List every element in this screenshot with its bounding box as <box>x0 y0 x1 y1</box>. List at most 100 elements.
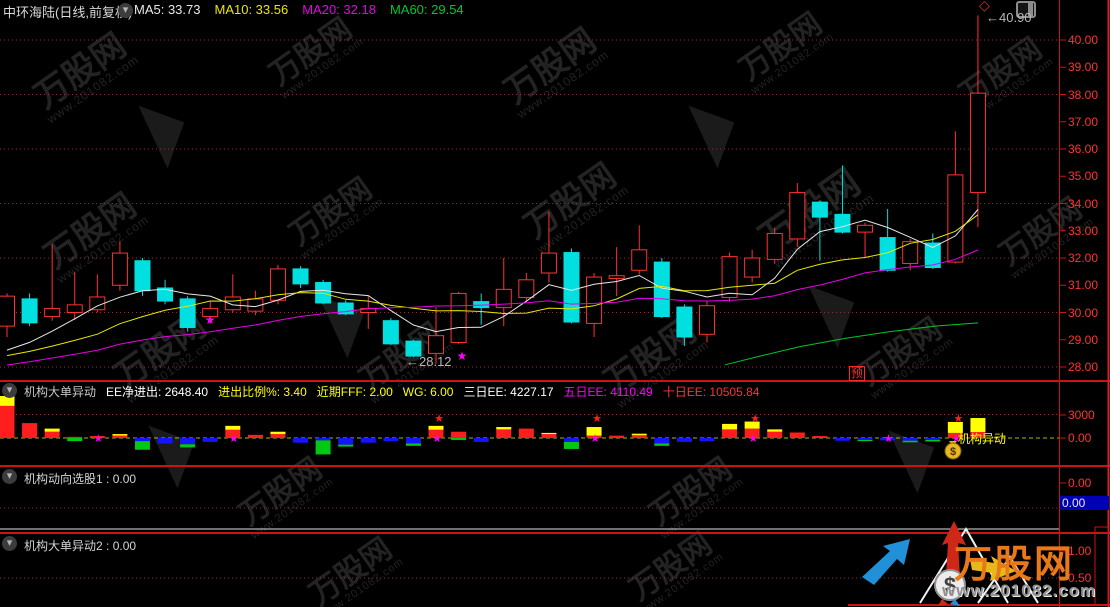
outflow-deep-bar[interactable] <box>180 444 196 448</box>
candle-body[interactable] <box>924 242 941 269</box>
outflow-bar[interactable] <box>293 438 309 443</box>
inflow-peak-bar[interactable] <box>0 396 15 406</box>
inflow-bar[interactable] <box>541 434 557 438</box>
outflow-deep-bar[interactable] <box>67 438 83 442</box>
outflow-bar[interactable] <box>676 438 692 442</box>
inflow-bar[interactable] <box>89 436 105 438</box>
inflow-peak-bar[interactable] <box>112 434 128 436</box>
inflow-bar[interactable] <box>225 429 241 438</box>
inflow-bar[interactable] <box>947 432 963 438</box>
candle-body[interactable] <box>450 292 467 343</box>
candle-body[interactable] <box>111 252 128 286</box>
candle-body[interactable] <box>405 340 422 357</box>
chevron-down-icon[interactable]: ▾ <box>2 469 17 484</box>
outflow-bar[interactable] <box>202 438 218 442</box>
candle-body[interactable] <box>382 320 399 345</box>
outflow-bar[interactable] <box>383 438 399 442</box>
candle-body[interactable] <box>766 232 783 260</box>
chevron-down-icon[interactable]: ▾ <box>118 3 133 18</box>
inflow-bar[interactable] <box>428 429 444 438</box>
candle-body[interactable] <box>179 298 196 328</box>
candle-body[interactable] <box>44 307 61 318</box>
candle-body[interactable] <box>608 275 625 279</box>
candle-body[interactable] <box>292 268 309 285</box>
inflow-bar[interactable] <box>812 436 828 438</box>
candle-body[interactable] <box>21 298 38 324</box>
inflow-bar[interactable] <box>112 435 128 438</box>
inflow-bar[interactable] <box>451 431 467 438</box>
outflow-bar[interactable] <box>473 438 489 442</box>
candle-body[interactable] <box>834 213 851 233</box>
outflow-bar[interactable] <box>654 438 670 444</box>
chevron-down-icon[interactable]: ▾ <box>2 536 17 551</box>
outflow-bar[interactable] <box>857 438 873 440</box>
inflow-bar[interactable] <box>609 435 625 438</box>
candle-body[interactable] <box>134 260 151 292</box>
outflow-bar[interactable] <box>405 438 421 444</box>
outflow-deep-bar[interactable] <box>654 443 670 446</box>
inflow-bar[interactable] <box>970 432 986 438</box>
candle-body[interactable] <box>811 201 828 218</box>
outflow-deep-bar[interactable] <box>405 443 421 446</box>
candle-body[interactable] <box>428 335 445 354</box>
candle-body[interactable] <box>337 302 354 315</box>
candle-body[interactable] <box>698 305 715 335</box>
inflow-bar[interactable] <box>247 434 263 438</box>
inflow-peak-bar[interactable] <box>744 421 760 429</box>
outflow-deep-bar[interactable] <box>902 440 918 443</box>
candle-body[interactable] <box>202 307 219 318</box>
outflow-bar[interactable] <box>157 438 173 444</box>
candle-body[interactable] <box>721 256 738 299</box>
inflow-bar[interactable] <box>631 435 647 438</box>
outflow-deep-bar[interactable] <box>315 440 331 455</box>
inflow-bar[interactable] <box>67 436 83 438</box>
inflow-peak-bar[interactable] <box>722 423 738 430</box>
inflow-peak-bar[interactable] <box>44 428 60 432</box>
candle-body[interactable] <box>789 192 806 240</box>
candle-body[interactable] <box>0 295 15 327</box>
candle-body[interactable] <box>902 241 919 264</box>
candle-body[interactable] <box>540 252 557 274</box>
candle-body[interactable] <box>563 252 580 323</box>
outflow-bar[interactable] <box>834 438 850 441</box>
candle-body[interactable] <box>744 257 761 278</box>
outflow-bar[interactable] <box>338 438 354 445</box>
inflow-bar[interactable] <box>270 434 286 438</box>
outflow-bar[interactable] <box>564 438 579 442</box>
inflow-peak-bar[interactable] <box>970 418 986 433</box>
outflow-bar[interactable] <box>902 438 918 441</box>
inflow-bar[interactable] <box>767 431 783 438</box>
outflow-deep-bar[interactable] <box>857 439 873 442</box>
inflow-bar[interactable] <box>744 428 760 438</box>
candle-body[interactable] <box>66 304 83 313</box>
outflow-bar[interactable] <box>880 438 896 441</box>
candle-body[interactable] <box>157 287 174 302</box>
candle-body[interactable] <box>586 276 603 324</box>
inflow-peak-bar[interactable] <box>631 433 647 436</box>
inflow-bar[interactable] <box>586 435 602 438</box>
inflow-peak-bar[interactable] <box>225 425 241 430</box>
inflow-bar[interactable] <box>22 423 38 438</box>
inflow-bar[interactable] <box>722 429 738 438</box>
inflow-peak-bar[interactable] <box>496 427 512 430</box>
outflow-deep-bar[interactable] <box>451 438 467 440</box>
candle-body[interactable] <box>676 306 693 338</box>
candle-body[interactable] <box>631 249 648 271</box>
outflow-deep-bar[interactable] <box>134 441 150 450</box>
candle-body[interactable] <box>857 224 874 233</box>
inflow-bar[interactable] <box>496 429 512 438</box>
candle-body[interactable] <box>518 279 535 299</box>
outflow-deep-bar[interactable] <box>564 441 579 449</box>
inflow-bar[interactable] <box>789 432 805 438</box>
chevron-down-icon[interactable]: ▾ <box>2 383 17 398</box>
candle-body[interactable] <box>224 296 241 311</box>
outflow-bar[interactable] <box>925 438 941 440</box>
outflow-deep-bar[interactable] <box>338 444 354 447</box>
inflow-bar[interactable] <box>0 405 15 438</box>
inflow-peak-bar[interactable] <box>428 425 444 430</box>
outflow-bar[interactable] <box>699 438 715 442</box>
inflow-peak-bar[interactable] <box>947 421 963 433</box>
outflow-bar[interactable] <box>180 438 196 445</box>
inflow-peak-bar[interactable] <box>586 427 602 436</box>
inflow-peak-bar[interactable] <box>541 432 557 435</box>
